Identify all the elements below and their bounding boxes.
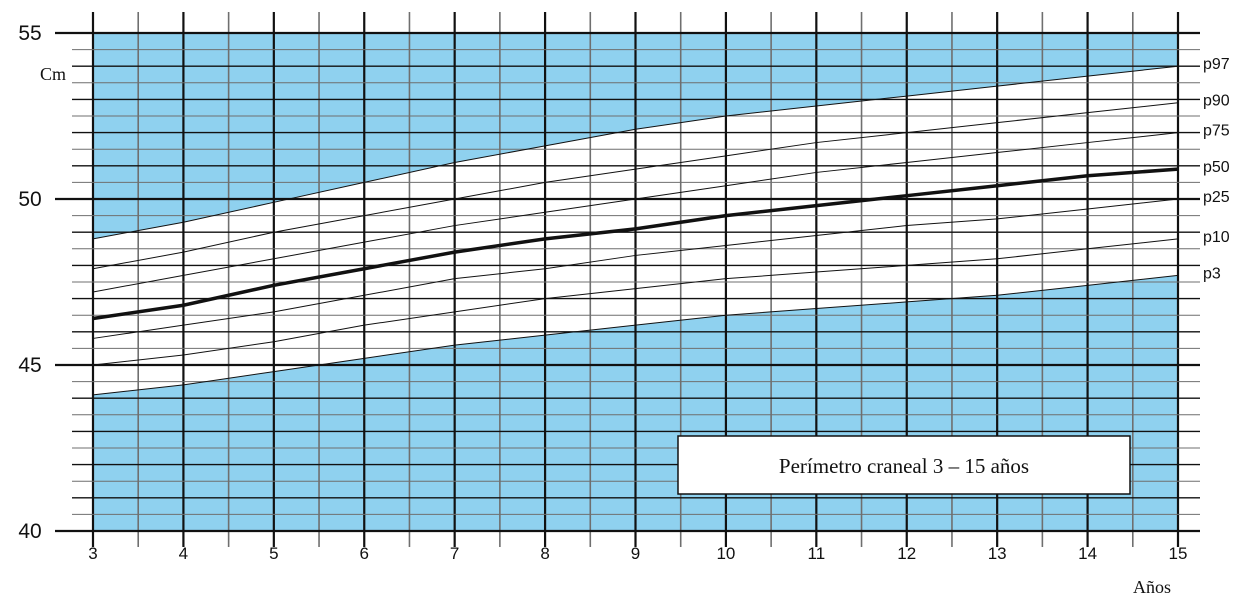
series-label-p10: p10 — [1203, 229, 1230, 246]
x-tick-label: 4 — [179, 544, 188, 563]
x-tick-label: 15 — [1169, 544, 1188, 563]
y-tick-label: 45 — [18, 354, 41, 377]
series-label-p25: p25 — [1203, 189, 1230, 206]
percentile-lines: p3 p10 p25 p50 p75 p90 p97 — [92, 56, 1230, 396]
series-label-p90: p90 — [1203, 93, 1230, 110]
x-tick-label: 12 — [897, 544, 916, 563]
x-axis-label: Años — [1133, 577, 1171, 597]
series-label-p75: p75 — [1203, 123, 1230, 140]
y-tick-label: 50 — [18, 188, 41, 211]
x-tick-label: 6 — [360, 544, 369, 563]
series-line-p10 — [92, 238, 1179, 366]
x-tick-label: 13 — [988, 544, 1007, 563]
series-line-p50 — [92, 167, 1179, 321]
y-axis-label: Cm — [40, 64, 66, 84]
x-tick-label: 8 — [540, 544, 549, 563]
series-line-p90 — [92, 102, 1179, 270]
x-tick-label: 9 — [631, 544, 640, 563]
y-tick-label: 40 — [18, 520, 41, 543]
series-label-p50: p50 — [1203, 159, 1230, 176]
title-box: Perímetro craneal 3 – 15 años — [677, 435, 1131, 495]
series-line-p97 — [92, 65, 1179, 240]
chart-title: Perímetro craneal 3 – 15 años — [779, 454, 1029, 478]
x-tick-label: 14 — [1078, 544, 1097, 563]
x-tick-label: 5 — [269, 544, 278, 563]
title-box-frame — [677, 435, 1131, 495]
series-label-p3: p3 — [1203, 265, 1221, 282]
x-tick-label: 7 — [450, 544, 459, 563]
series-line-p25 — [92, 198, 1179, 339]
series-line-p75 — [92, 132, 1179, 293]
series-label-p97: p97 — [1203, 56, 1230, 73]
x-tick-label: 10 — [716, 544, 735, 563]
y-tick-label: 55 — [18, 22, 41, 45]
x-tick-label: 3 — [88, 544, 97, 563]
series-line-p3 — [92, 274, 1179, 396]
x-tick-label: 11 — [808, 544, 826, 563]
